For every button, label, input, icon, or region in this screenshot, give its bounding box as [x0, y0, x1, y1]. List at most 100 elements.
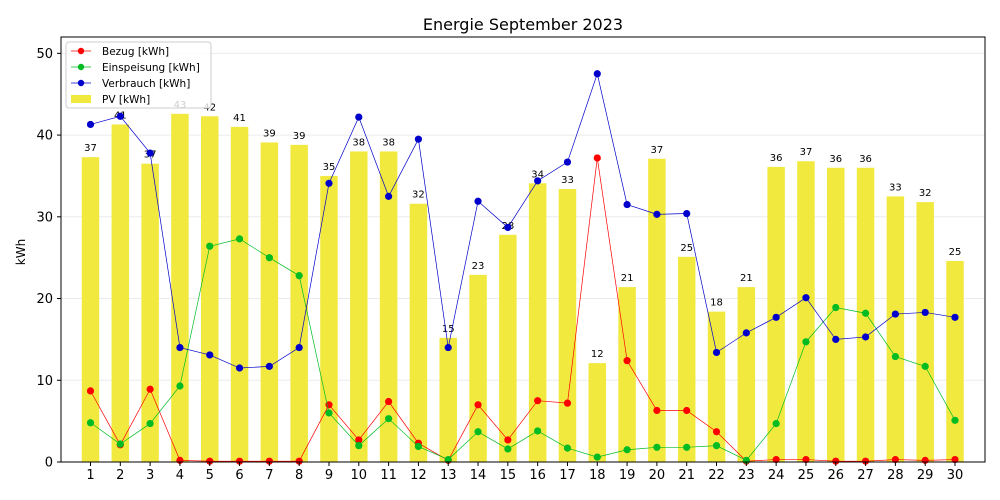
- y-axis-label: kWh: [14, 239, 28, 265]
- verbrauch-point: [683, 209, 691, 218]
- verbrauch-point: [593, 70, 601, 78]
- legend-label: Bezug [kWh]: [102, 46, 169, 58]
- legend: Bezug [kWh] Einspeisung [kWh] Verbrauch [k…: [65, 41, 212, 109]
- bezug-point: [623, 357, 631, 365]
- pv-bar: [797, 161, 815, 462]
- x-tick-label: 3: [146, 468, 154, 483]
- einspeisung-point: [623, 446, 631, 454]
- pv-bar: [528, 183, 547, 462]
- x-tick-label: 26: [827, 468, 844, 483]
- pv-bar: [260, 142, 279, 463]
- pv-bar: [827, 167, 845, 462]
- bezug-point: [325, 401, 333, 409]
- einspeisung-point: [176, 382, 184, 390]
- einspeisung-point: [891, 352, 899, 361]
- pv-bar: [111, 124, 130, 463]
- verbrauch-point: [444, 343, 452, 352]
- x-tick-label: 18: [589, 468, 606, 483]
- verbrauch-point: [86, 120, 95, 129]
- einspeisung-point: [921, 362, 929, 370]
- bezug-point: [86, 387, 95, 395]
- verbrauch-point: [235, 364, 244, 372]
- x-tick-label: 2: [116, 468, 124, 483]
- bezug-point: [534, 397, 542, 405]
- verbrauch-point: [951, 313, 959, 321]
- x-tick-label: 29: [917, 468, 934, 483]
- pv-bar: [886, 196, 905, 462]
- pv-bar: [350, 151, 368, 462]
- einspeisung-point: [593, 453, 601, 461]
- x-tick-label: 7: [265, 468, 273, 483]
- bezug-point: [265, 457, 273, 465]
- verbrauch-point: [891, 310, 899, 318]
- pv-bar: [379, 151, 398, 462]
- pv-bar-value-label: 15: [442, 324, 455, 335]
- einspeisung-point: [772, 419, 780, 428]
- chart-title: Energie September 2023: [423, 15, 623, 34]
- verbrauch-point: [534, 177, 542, 185]
- pv-bar: [737, 287, 756, 462]
- verbrauch-point: [802, 294, 810, 302]
- pv-bar: [707, 311, 726, 462]
- y-tick-label: 20: [36, 292, 53, 307]
- verbrauch-point: [385, 192, 393, 200]
- bezug-point: [593, 154, 601, 162]
- pv-bar-value-label: 36: [829, 154, 842, 165]
- pv-bar: [230, 126, 249, 463]
- bezug-point: [712, 428, 721, 436]
- legend-verbrauch-marker: [77, 79, 85, 87]
- pv-bar: [499, 234, 517, 462]
- pv-bar-value-label: 25: [680, 243, 693, 254]
- pv-bar-value-label: 32: [919, 188, 932, 199]
- verbrauch-point: [921, 308, 929, 317]
- verbrauch-point: [146, 149, 154, 157]
- einspeisung-point: [414, 442, 423, 451]
- y-tick-label: 10: [36, 374, 53, 389]
- x-tick-label: 12: [410, 468, 427, 483]
- verbrauch-point: [325, 179, 333, 187]
- x-tick-label: 1: [86, 468, 94, 483]
- bezug-point: [861, 457, 870, 465]
- x-tick-label: 20: [649, 468, 666, 483]
- einspeisung-point: [474, 428, 482, 436]
- bezug-point: [802, 455, 810, 464]
- verbrauch-point: [295, 343, 303, 352]
- x-tick-label: 5: [206, 468, 214, 483]
- pv-bar: [618, 287, 636, 462]
- pv-bar-value-label: 32: [412, 190, 425, 201]
- bezug-point: [832, 457, 840, 465]
- pv-bar: [290, 144, 308, 462]
- verbrauch-point: [772, 313, 780, 321]
- verbrauch-point: [474, 197, 482, 205]
- einspeisung-point: [265, 254, 273, 262]
- pv-bar-value-label: 18: [710, 298, 723, 309]
- pv-bar: [409, 203, 428, 462]
- bar-layer: [81, 113, 964, 463]
- pv-bar: [677, 256, 696, 462]
- verbrauch-point: [504, 223, 512, 232]
- verbrauch-point: [355, 113, 363, 121]
- bezug-point: [683, 406, 691, 415]
- verbrauch-point: [563, 158, 572, 166]
- x-tick-label: 13: [440, 468, 457, 483]
- pv-bar: [171, 113, 189, 463]
- verbrauch-point: [623, 200, 631, 209]
- pv-bar-value-label: 25: [949, 247, 962, 258]
- legend-einspeisung-marker: [77, 63, 85, 71]
- pv-bar-value-label: 37: [84, 143, 97, 154]
- x-tick-label: 25: [798, 468, 815, 483]
- einspeisung-point: [951, 416, 959, 424]
- verbrauch-point: [832, 335, 840, 344]
- einspeisung-point: [146, 419, 154, 428]
- x-tick-label: 27: [857, 468, 874, 483]
- legend-label: Verbrauch [kWh]: [102, 78, 190, 90]
- bezug-point: [206, 457, 214, 465]
- legend-box: [65, 41, 212, 109]
- bezug-point: [504, 436, 512, 444]
- x-tick-label: 4: [176, 468, 184, 483]
- einspeisung-point: [385, 415, 393, 423]
- plot-frame: [60, 36, 986, 463]
- y-tick-label: 30: [36, 210, 53, 225]
